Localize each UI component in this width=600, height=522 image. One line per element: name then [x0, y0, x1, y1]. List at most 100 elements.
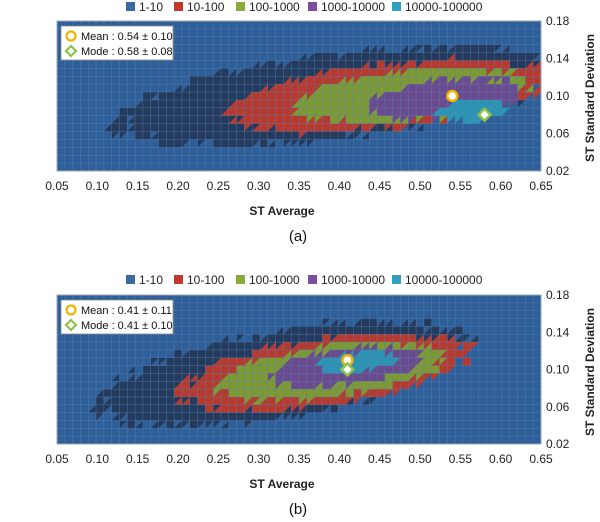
heatmap-cell — [501, 84, 510, 93]
heatmap-cell — [408, 107, 417, 116]
heatmap-cell — [322, 107, 331, 116]
heatmap-cell — [455, 44, 463, 53]
heatmap-cell — [509, 52, 518, 61]
x-tick-label: 0.30 — [247, 452, 271, 466]
heatmap-cell — [252, 404, 260, 413]
heatmap-cell — [283, 412, 292, 421]
heatmap-cell — [275, 349, 284, 358]
heatmap-cell — [213, 84, 221, 93]
heatmap-cell — [244, 412, 253, 421]
heatmap-cell — [236, 373, 245, 382]
heatmap-cell — [228, 123, 237, 132]
heatmap-cell — [338, 68, 346, 77]
heatmap-cell — [423, 68, 432, 77]
heatmap-cell — [408, 52, 417, 61]
heatmap-cell — [470, 342, 479, 350]
heatmap-cell — [408, 107, 417, 116]
heatmap-cell — [213, 357, 221, 366]
legend-label: 10000-100000 — [405, 0, 483, 14]
heatmap-cell — [244, 349, 253, 358]
heatmap-cell — [525, 68, 534, 77]
heatmap-cell — [314, 131, 323, 140]
heatmap-cell — [189, 420, 198, 429]
heatmap-cell — [345, 92, 354, 100]
heatmap-cell — [517, 76, 526, 85]
heatmap-cell — [244, 107, 253, 116]
heatmap-cell — [174, 115, 182, 124]
heatmap-cell — [228, 84, 237, 93]
heatmap-cell — [330, 68, 339, 77]
panel-b: 1-10 10-100 100-1000 1000-10000 10000-100000… — [45, 273, 597, 518]
heatmap-cell — [299, 326, 307, 335]
heatmap-cell — [408, 334, 417, 343]
heatmap-cell — [135, 107, 143, 116]
heatmap-cell — [189, 396, 198, 405]
heatmap-cell — [197, 107, 206, 116]
heatmap-cell — [181, 381, 190, 390]
heatmap-cell — [416, 68, 424, 77]
heatmap-cell — [181, 396, 190, 405]
heatmap-cell — [96, 412, 104, 421]
heatmap-cell — [119, 404, 128, 413]
heatmap-cell — [111, 131, 120, 140]
heatmap-cell — [205, 123, 214, 132]
heatmap-cell — [275, 396, 284, 405]
heatmap-cell — [142, 365, 151, 374]
heatmap-cell — [236, 115, 245, 124]
heatmap-cell — [158, 139, 167, 148]
heatmap-cell — [345, 115, 354, 124]
heatmap-cell — [369, 365, 378, 374]
heatmap-cell — [181, 99, 190, 108]
heatmap-cell — [400, 68, 409, 77]
heatmap-cell — [369, 99, 378, 108]
heatmap-cell — [369, 115, 378, 124]
heatmap-cell — [392, 357, 401, 366]
heatmap-cell — [462, 44, 471, 53]
y-axis-label-b: ST Standard Deviation — [583, 308, 597, 436]
heatmap-cell — [275, 84, 284, 93]
heatmap-cell — [174, 381, 182, 390]
heatmap-cell — [220, 139, 229, 148]
heatmap-cell — [330, 396, 339, 405]
heatmap-cell — [111, 123, 120, 132]
heatmap-cell — [361, 365, 370, 374]
heatmap-cell — [361, 396, 370, 405]
heatmap-cell — [462, 84, 471, 93]
heatmap-cell — [252, 123, 260, 132]
heatmap-cell — [478, 52, 487, 61]
heatmap-cell — [478, 52, 487, 61]
heatmap-cell — [267, 60, 276, 69]
heatmap-cell — [533, 68, 541, 77]
heatmap-cell — [220, 334, 229, 343]
heatmap-cell — [236, 396, 245, 405]
heatmap-cell — [299, 107, 307, 116]
heatmap-cell — [330, 326, 339, 335]
heatmap-cell — [392, 99, 401, 108]
x-tick-label: 0.05 — [45, 452, 69, 466]
heatmap-cell — [439, 60, 448, 69]
heatmap-cell — [416, 123, 424, 132]
heatmap-cell — [353, 115, 362, 124]
heatmap-cell — [181, 412, 190, 421]
heatmap-cell — [423, 60, 432, 69]
heatmap-cell — [361, 52, 370, 61]
heatmap-cell — [377, 44, 385, 53]
heatmap-cell — [322, 357, 331, 366]
heatmap-cell — [275, 68, 284, 77]
heatmap-cell — [486, 60, 495, 69]
heatmap-cell — [220, 342, 229, 350]
heatmap-cell — [509, 84, 518, 93]
heatmap-cell — [314, 60, 323, 69]
heatmap-cell — [283, 68, 292, 77]
heatmap-cell — [486, 76, 495, 85]
heatmap-cell — [330, 84, 339, 93]
heatmap-cell — [400, 99, 409, 108]
heatmap-cell — [189, 115, 198, 124]
heatmap-cell — [205, 349, 214, 358]
heatmap-cell — [369, 60, 378, 69]
heatmap-cell — [338, 131, 346, 140]
heatmap-cell — [291, 131, 299, 140]
heatmap-cell — [423, 60, 432, 69]
heatmap-cell — [96, 396, 104, 405]
